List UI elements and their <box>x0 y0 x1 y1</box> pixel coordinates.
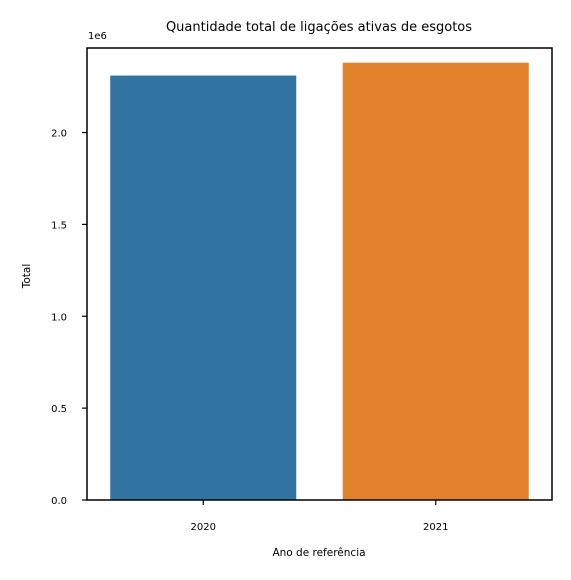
y-offset-label: 1e6 <box>88 31 107 42</box>
y-tick-label: 0.5 <box>51 404 67 415</box>
x-tick-label: 2021 <box>423 522 448 533</box>
y-tick-label: 1.5 <box>51 220 67 231</box>
chart-title: Quantidade total de ligações ativas de e… <box>166 20 472 35</box>
bars <box>110 62 529 500</box>
x-axis-label: Ano de referência <box>272 547 365 559</box>
x-tick-label: 2020 <box>191 522 216 533</box>
bar-2021 <box>342 62 529 500</box>
y-axis-label: Total <box>21 264 33 290</box>
y-tick-label: 1.0 <box>51 312 67 323</box>
x-axis-ticks: 2020 2021 <box>191 500 448 533</box>
y-tick-label: 2.0 <box>51 129 67 140</box>
bar-2020 <box>110 75 297 500</box>
y-tick-label: 0.0 <box>51 496 67 507</box>
plot-frame <box>86 47 553 501</box>
y-axis-ticks: 0.0 0.5 1.0 1.5 2.0 <box>51 129 87 507</box>
